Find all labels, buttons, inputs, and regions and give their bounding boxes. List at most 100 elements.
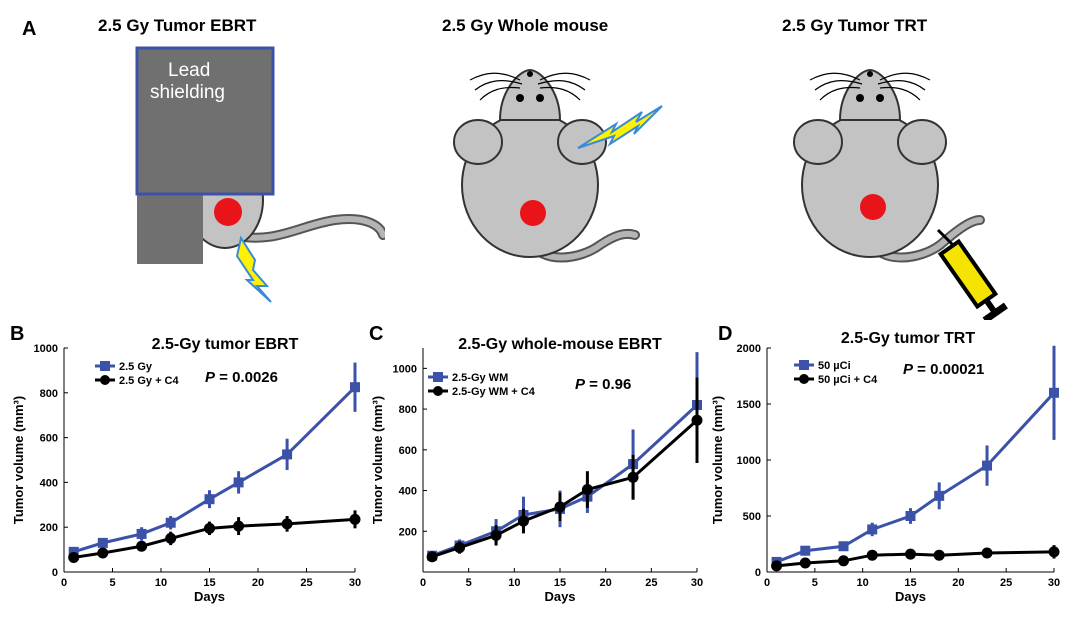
- data-point: [867, 524, 878, 535]
- x-tick-label: 5: [812, 577, 818, 589]
- data-point: [838, 555, 850, 567]
- x-tick-label: 30: [691, 577, 703, 589]
- panel-letter: C: [369, 323, 383, 345]
- p-value-annotation: P = 0.00021: [903, 361, 984, 378]
- x-tick-label: 15: [203, 577, 215, 589]
- x-tick-label: 10: [155, 577, 167, 589]
- y-axis-label: Tumor volume (mm³): [370, 396, 385, 524]
- y-axis-label: Tumor volume (mm³): [11, 396, 26, 524]
- data-point: [350, 382, 360, 393]
- data-point: [68, 546, 79, 557]
- series-treatment-plus-c4: 2.5-Gy WM + C4: [426, 377, 703, 563]
- legend-label: 2.5-Gy WM + C4: [452, 386, 536, 398]
- series-line: [776, 550, 1055, 568]
- chart-title: 2.5-Gy tumor EBRT: [152, 336, 299, 353]
- x-tick-label: 15: [904, 577, 916, 589]
- legend-label: 50 µCi + C4: [818, 374, 878, 386]
- x-tick-label: 0: [61, 577, 67, 589]
- legend-marker: [100, 375, 110, 385]
- tumor-spot: [860, 194, 886, 220]
- series-treatment: 2.5 Gy: [68, 361, 360, 557]
- legend-marker: [433, 386, 443, 396]
- data-point: [933, 549, 945, 561]
- lead-label-line-1: Lead: [168, 60, 211, 81]
- series-treatment-plus-c4: 50 µCi + C4: [771, 374, 1060, 572]
- series-line: [431, 419, 698, 559]
- panel-a-title-ebrt: 2.5 Gy Tumor EBRT: [98, 16, 257, 35]
- data-point: [233, 477, 244, 488]
- x-tick-label: 30: [349, 577, 361, 589]
- data-point: [554, 501, 566, 513]
- data-point: [281, 518, 293, 530]
- y-tick-label: 0: [755, 567, 761, 579]
- ebrt-mouse-illustration: [135, 46, 385, 303]
- data-point: [490, 529, 502, 541]
- data-point: [165, 517, 176, 528]
- whole-mouse-illustration: [453, 68, 640, 263]
- data-point: [981, 547, 993, 559]
- y-tick-label: 200: [399, 526, 417, 538]
- legend-marker: [799, 374, 809, 384]
- y-tick-label: 200: [40, 522, 58, 534]
- chart-panel-b: B 2.5-Gy tumor EBRT 0 5 10 15 20 25 30 0 200 400 600…: [10, 323, 361, 604]
- data-point: [905, 511, 916, 521]
- data-point: [691, 414, 703, 426]
- tumor-spot: [214, 198, 242, 226]
- x-tick-label: 20: [952, 577, 964, 589]
- legend-label: 2.5 Gy + C4: [119, 375, 180, 387]
- x-tick-label: 20: [252, 577, 264, 589]
- data-point: [97, 547, 109, 559]
- series-treatment: 50 µCi: [771, 345, 1059, 567]
- legend-label: 50 µCi: [818, 360, 851, 372]
- y-tick-label: 0: [52, 567, 58, 579]
- data-point: [771, 560, 783, 572]
- series-line: [776, 391, 1056, 564]
- data-point: [517, 515, 529, 527]
- data-point: [165, 532, 177, 544]
- lightning-bolt-icon: [577, 105, 663, 149]
- legend-marker: [799, 360, 809, 370]
- panel-a-title-trt: 2.5 Gy Tumor TRT: [782, 16, 928, 35]
- x-tick-label: 5: [109, 577, 115, 589]
- legend-marker: [100, 361, 110, 371]
- y-tick-label: 1500: [737, 399, 761, 411]
- series-treatment: 2.5-Gy WM: [427, 352, 702, 561]
- y-tick-label: 2000: [737, 343, 761, 355]
- chart-panel-c: C 2.5-Gy whole-mouse EBRT 0 5 10 15 20 25 30 200 4…: [369, 323, 703, 604]
- y-tick-label: 400: [40, 477, 58, 489]
- x-tick-label: 25: [1000, 577, 1012, 589]
- y-axis-label: Tumor volume (mm³): [710, 396, 725, 524]
- x-tick-label: 30: [1048, 577, 1060, 589]
- y-tick-label: 400: [399, 486, 417, 498]
- x-tick-label: 0: [764, 577, 770, 589]
- legend-label: 2.5-Gy WM: [452, 372, 508, 384]
- data-point: [204, 494, 215, 505]
- series-line: [73, 386, 357, 554]
- series-line: [431, 403, 699, 558]
- x-axis-label: Days: [194, 589, 225, 604]
- panel-a-letter: A: [22, 18, 37, 40]
- y-tick-label: 600: [40, 433, 58, 445]
- p-value-annotation: P = 0.96: [575, 376, 631, 393]
- data-point: [426, 551, 438, 563]
- data-point: [97, 537, 108, 548]
- panel-letter: D: [718, 323, 732, 345]
- data-point: [627, 471, 639, 483]
- data-point: [136, 528, 147, 539]
- x-tick-label: 10: [508, 577, 520, 589]
- data-point: [799, 557, 811, 569]
- series-treatment-plus-c4: 2.5 Gy + C4: [68, 375, 361, 563]
- data-point: [905, 548, 916, 560]
- x-tick-label: 25: [300, 577, 312, 589]
- data-point: [1049, 387, 1059, 398]
- p-value-annotation: P = 0.0026: [205, 369, 278, 386]
- data-point: [68, 551, 80, 563]
- y-tick-label: 1000: [737, 455, 761, 467]
- tumor-spot: [520, 200, 546, 226]
- trt-mouse-illustration: [793, 68, 1008, 320]
- x-tick-label: 0: [420, 577, 426, 589]
- data-point: [454, 542, 466, 554]
- x-tick-label: 10: [857, 577, 869, 589]
